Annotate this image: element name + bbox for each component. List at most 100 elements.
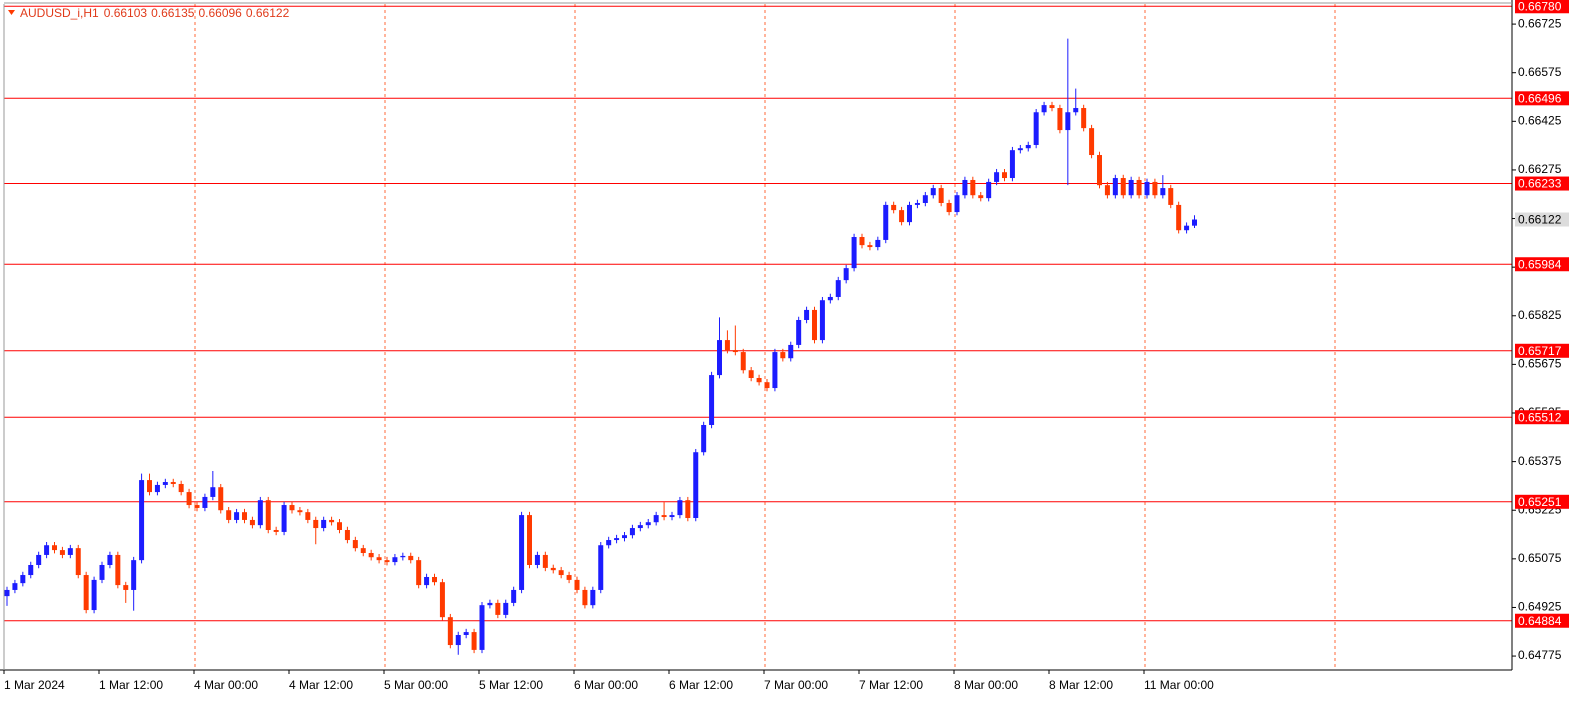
candle-body [527,515,532,565]
candle-body [637,525,643,529]
candle-body [590,589,596,606]
price-label: 0.66122 [1518,213,1562,227]
level-label: 0.64884 [1518,614,1562,628]
candle-body [851,237,857,269]
level-label: 0.65512 [1518,410,1562,424]
y-tick-label: 0.65075 [1518,551,1562,565]
x-tick-label: 5 Mar 00:00 [384,678,448,692]
level-label-box [1515,91,1569,106]
candle-body [867,245,873,248]
candle-body [653,515,659,523]
candle-body [788,344,794,359]
candle-body [606,540,612,546]
candle-body [75,548,81,576]
level-label: 0.65251 [1518,495,1562,509]
candle-body [812,309,817,341]
candle-body [36,554,42,565]
candle-body [115,554,121,586]
candle-body [1057,108,1063,131]
candle-body [1168,188,1174,205]
candle-body [907,204,912,223]
candle-body [170,482,176,484]
candle-body [400,555,406,558]
candle-body [622,535,627,539]
candle-body [12,583,18,590]
candle-body [297,510,303,513]
candle-body [4,589,10,597]
candle-body [52,545,57,551]
candle-body [305,512,311,520]
menu-arrow[interactable] [8,10,15,15]
high-value: 0.66135 [151,6,195,20]
candle-body [487,602,493,606]
candle-body [930,188,936,196]
candle-body [194,505,200,508]
candle-body [645,522,651,526]
x-tick-label: 8 Mar 00:00 [954,678,1018,692]
candle-body [724,340,730,351]
candle-body [796,319,802,345]
candle-body [709,375,715,425]
level-label-box [1515,0,1569,14]
candle-body [574,579,580,590]
candle-body [994,172,1000,182]
candle-body [210,487,216,497]
candle-body [392,557,398,563]
candle-body [875,239,881,248]
candle-body [534,554,540,565]
candle-body [598,545,604,590]
candle-body [1002,172,1007,179]
candle-body [804,309,810,320]
candle-body [234,512,240,520]
candle-body [463,632,469,635]
candle-body [914,202,920,205]
candle-body [186,492,192,506]
candle-body [147,480,152,493]
candle-body [922,195,928,203]
candle-body [360,548,366,554]
x-tick-label: 6 Mar 12:00 [669,678,733,692]
candle-body [242,512,247,520]
y-tick-label: 0.65825 [1518,308,1562,322]
candle-body [424,576,430,586]
candle-body [249,519,255,526]
candle-body [273,529,279,532]
candle-body [131,560,137,590]
y-tick-label: 0.66575 [1518,65,1562,79]
x-tick-label: 4 Mar 00:00 [194,678,258,692]
candle-body [946,202,952,213]
candle-body [677,500,683,516]
candle-body [416,560,422,586]
candles [4,38,1197,655]
candle-body [352,540,358,549]
level-label-box [1515,613,1569,628]
y-tick-label: 0.65675 [1518,357,1562,371]
candle-body [661,515,667,518]
candle-body [629,528,635,536]
candle-body [1033,112,1039,145]
candle-body [337,522,342,530]
candle-body [1049,105,1055,109]
x-tick-label: 1 Mar 12:00 [99,678,163,692]
y-tick-label: 0.65375 [1518,454,1562,468]
candle-body [1104,185,1110,196]
candle-body [139,480,145,561]
candle-body [954,195,960,213]
candle-body [835,280,841,297]
candle-body [384,560,390,563]
x-tick-label: 5 Mar 12:00 [479,678,543,692]
level-label: 0.66780 [1518,0,1562,13]
candle-body [479,605,485,650]
level-label-box [1515,176,1569,191]
candle-body [1152,181,1158,196]
candle-body [614,538,620,541]
candle-body [368,553,374,558]
candle-body [1089,128,1095,156]
candle-body [732,350,738,353]
candle-body [891,204,897,211]
candle-body [764,382,770,389]
candle-body [162,482,168,485]
level-label-box [1515,257,1569,272]
candle-body [329,519,335,523]
